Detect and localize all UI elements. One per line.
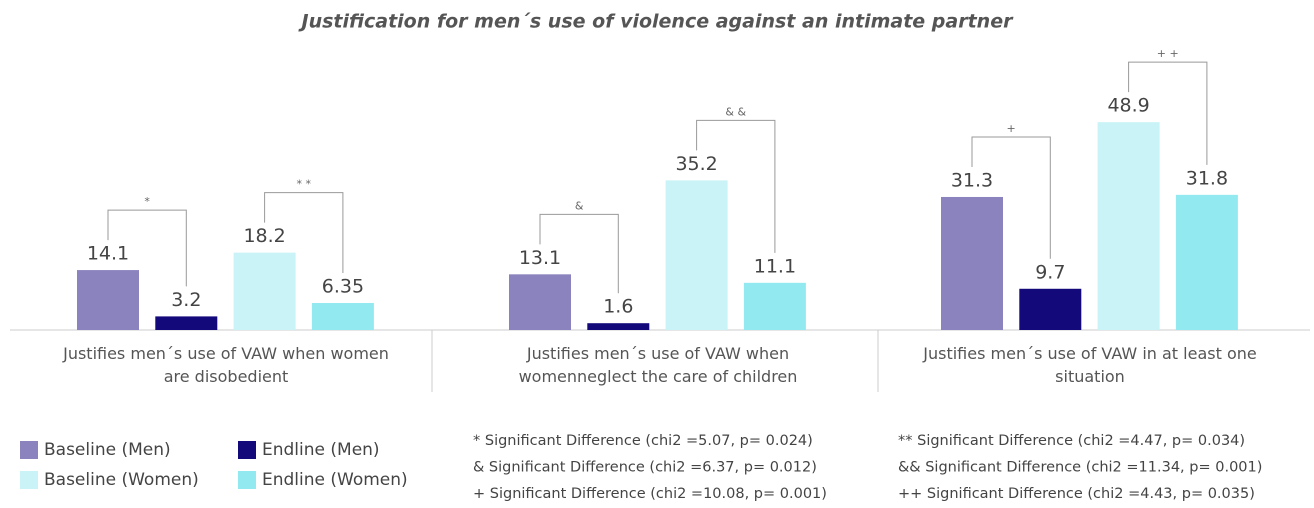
bracket-label: + + xyxy=(1157,47,1179,60)
value-label: 9.7 xyxy=(1035,261,1065,283)
legend-swatch xyxy=(20,471,38,489)
significance-bracket xyxy=(107,209,187,287)
bar xyxy=(233,252,296,330)
legend-label: Endline (Men) xyxy=(262,440,380,460)
bracket-label: & & xyxy=(725,105,746,118)
legend-swatch xyxy=(238,441,256,459)
significance-bracket xyxy=(264,192,344,274)
chart-title: Justification for men´s use of violence … xyxy=(298,11,1015,33)
value-label: 11.1 xyxy=(754,255,796,277)
value-label: 31.3 xyxy=(951,169,993,191)
legend-label: Baseline (Men) xyxy=(44,440,171,460)
bar xyxy=(665,180,728,330)
footnote: ++ Significant Difference (chi2 =4.43, p… xyxy=(898,486,1255,502)
legend-swatch xyxy=(238,471,256,489)
significance-bracket xyxy=(1128,61,1208,165)
value-label: 48.9 xyxy=(1107,95,1149,117)
bar xyxy=(311,303,374,330)
value-label: 14.1 xyxy=(87,243,129,265)
footnote: + Significant Difference (chi2 =10.08, p… xyxy=(473,486,827,502)
value-label: 31.8 xyxy=(1186,167,1228,189)
bar xyxy=(941,196,1003,330)
bar xyxy=(509,274,571,330)
bar xyxy=(1097,122,1160,330)
value-label: 6.35 xyxy=(322,276,364,298)
category-label: Justifies men´s use of VAW when womenneg… xyxy=(518,344,798,386)
bar xyxy=(77,270,139,330)
value-label: 3.2 xyxy=(171,289,201,311)
legend-swatch xyxy=(20,441,38,459)
significance-bracket xyxy=(696,119,776,253)
bracket-label: + xyxy=(1007,122,1016,135)
footnote: & Significant Difference (chi2 =6.37, p=… xyxy=(473,460,817,476)
bracket-label: & xyxy=(575,199,584,212)
bracket-label: * * xyxy=(297,178,312,191)
footnote: ** Significant Difference (chi2 =4.47, p… xyxy=(898,433,1245,449)
value-label: 13.1 xyxy=(519,247,561,269)
footnote: * Significant Difference (chi2 =5.07, p=… xyxy=(473,433,813,449)
bracket-label: * xyxy=(144,195,150,208)
category-label: Justifies men´s use of VAW when women ar… xyxy=(63,344,389,386)
value-label: 1.6 xyxy=(603,296,633,318)
category-label: Justifies men´s use of VAW in at least o… xyxy=(923,344,1257,386)
bar xyxy=(155,316,218,330)
footnote: && Significant Difference (chi2 =11.34, … xyxy=(898,460,1262,476)
legend-label: Baseline (Women) xyxy=(44,470,199,490)
value-label: 35.2 xyxy=(675,153,717,175)
significance-bracket xyxy=(539,213,619,294)
legend-label: Endline (Women) xyxy=(262,470,408,490)
bar xyxy=(743,282,806,330)
bar xyxy=(1019,288,1082,330)
bar xyxy=(587,323,650,330)
significance-bracket xyxy=(971,136,1051,259)
bar xyxy=(1175,194,1238,330)
value-label: 18.2 xyxy=(243,225,285,247)
